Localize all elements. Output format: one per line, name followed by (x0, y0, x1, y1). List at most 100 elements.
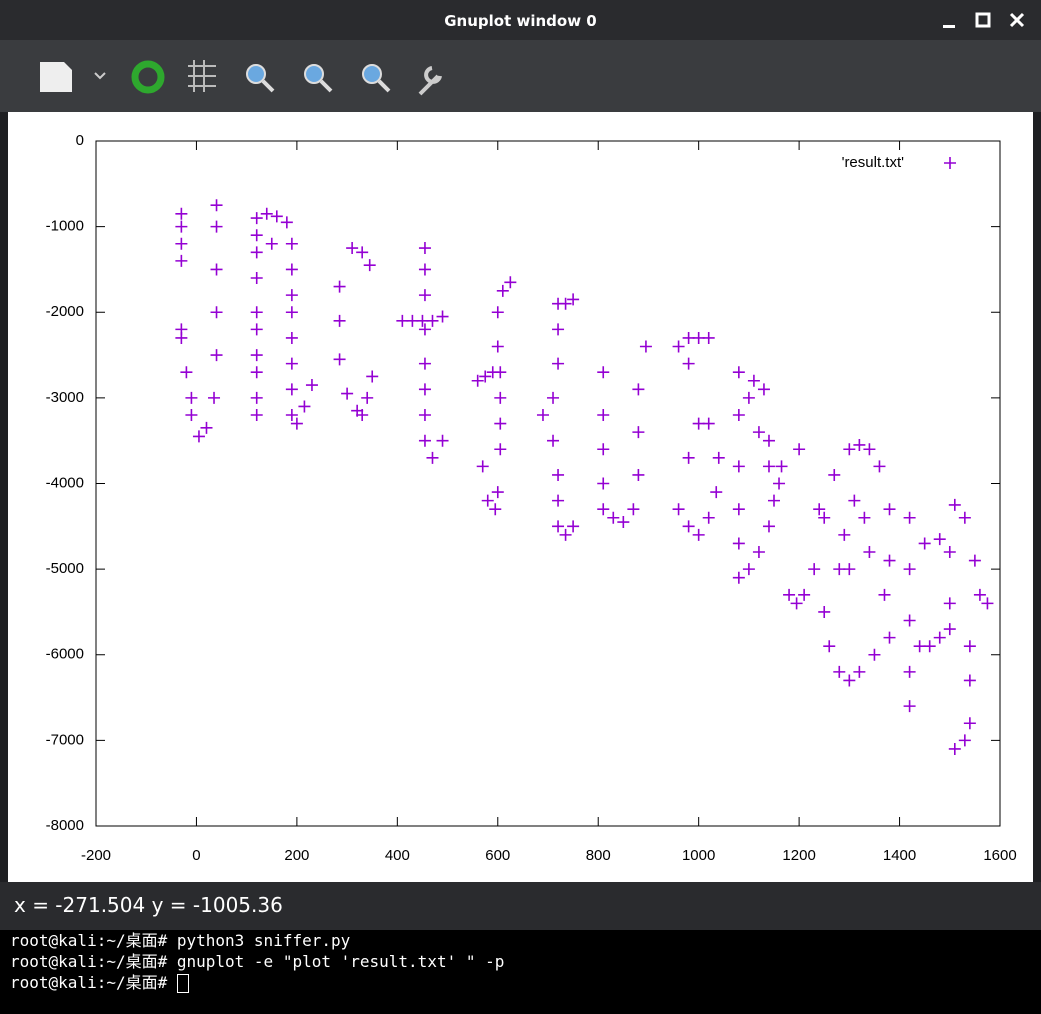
data-point (286, 358, 298, 370)
x-tick-label: 1200 (782, 847, 815, 864)
y-tick-label: -3000 (46, 389, 84, 406)
data-point (753, 426, 765, 438)
data-point (494, 443, 506, 455)
zoom-forward[interactable] (305, 65, 323, 83)
x-tick-label: 1000 (682, 847, 715, 864)
x-tick-label: 1600 (983, 847, 1016, 864)
data-point (504, 276, 516, 288)
data-point (878, 589, 890, 601)
data-point (813, 503, 825, 515)
data-point (743, 392, 755, 404)
unzoom[interactable] (363, 65, 381, 83)
data-point (366, 370, 378, 382)
data-point (763, 520, 775, 532)
data-point (768, 495, 780, 507)
zoom-buttons (247, 65, 389, 91)
data-point (286, 332, 298, 344)
data-point (949, 743, 961, 755)
data-point (494, 418, 506, 430)
minimize-button[interactable] (943, 25, 955, 28)
data-point (693, 418, 705, 430)
data-point (791, 597, 803, 609)
data-point (710, 486, 722, 498)
export-button[interactable] (40, 62, 72, 92)
data-point (904, 615, 916, 627)
data-point (627, 503, 639, 515)
data-point (271, 210, 283, 222)
data-point (537, 409, 549, 421)
data-point (873, 460, 885, 472)
data-point (251, 306, 263, 318)
data-point (733, 572, 745, 584)
data-point (175, 221, 187, 233)
data-point (818, 606, 830, 618)
settings-button[interactable] (420, 68, 440, 94)
data-point (185, 409, 197, 421)
data-point (251, 409, 263, 421)
y-tick-label: -7000 (46, 731, 84, 748)
legend-label: 'result.txt' (842, 154, 905, 171)
data-point (426, 452, 438, 464)
toolbar-icons (0, 40, 460, 112)
grid-button[interactable] (188, 60, 216, 92)
data-point (703, 332, 715, 344)
data-point (286, 263, 298, 275)
terminal: root@kali:~/桌面# python3 sniffer.pyroot@k… (0, 930, 1041, 1014)
data-point (286, 306, 298, 318)
close-button[interactable] (1011, 14, 1023, 26)
data-point (884, 632, 896, 644)
data-point (193, 430, 205, 442)
data-point (863, 546, 875, 558)
data-point (798, 589, 810, 601)
maximize-button[interactable] (977, 14, 989, 26)
data-point (904, 512, 916, 524)
data-point (211, 349, 223, 361)
data-point (783, 589, 795, 601)
data-point (286, 383, 298, 395)
data-point (437, 435, 449, 447)
zoom-back[interactable] (247, 65, 265, 83)
data-point (334, 353, 346, 365)
toolbar (0, 40, 1041, 112)
data-point (597, 366, 609, 378)
data-point (334, 281, 346, 293)
terminal-line: root@kali:~/桌面# (10, 972, 1031, 993)
data-point (251, 323, 263, 335)
data-point (341, 388, 353, 400)
data-point (904, 666, 916, 678)
data-point (964, 717, 976, 729)
data-point (597, 478, 609, 490)
data-point (758, 383, 770, 395)
data-point (944, 546, 956, 558)
replot-button[interactable] (135, 64, 161, 90)
data-point (703, 512, 715, 524)
data-point (964, 674, 976, 686)
data-point (419, 383, 431, 395)
data-point (919, 537, 931, 549)
plot-area: 0-1000-2000-3000-4000-5000-6000-7000-800… (8, 112, 1033, 882)
plot-frame (96, 141, 1000, 826)
x-tick-label: -200 (81, 847, 111, 864)
data-point (597, 443, 609, 455)
data-point (818, 512, 830, 524)
x-tick-label: 400 (385, 847, 410, 864)
x-tick-label: 800 (586, 847, 611, 864)
data-point (552, 495, 564, 507)
data-point (693, 529, 705, 541)
data-point (959, 512, 971, 524)
data-point (286, 289, 298, 301)
data-point (733, 366, 745, 378)
data-point (211, 221, 223, 233)
data-point (494, 392, 506, 404)
data-point (175, 238, 187, 250)
data-point (981, 597, 993, 609)
data-point (763, 460, 775, 472)
data-point (492, 486, 504, 498)
data-point (251, 272, 263, 284)
export-menu[interactable] (95, 73, 105, 78)
data-point (848, 495, 860, 507)
y-tick-label: -8000 (46, 817, 84, 834)
screen: Gnuplot window 0 0-1000-2000-3000-4000-5… (0, 0, 1041, 1014)
y-tick-label: -5000 (46, 560, 84, 577)
data-point (949, 499, 961, 511)
